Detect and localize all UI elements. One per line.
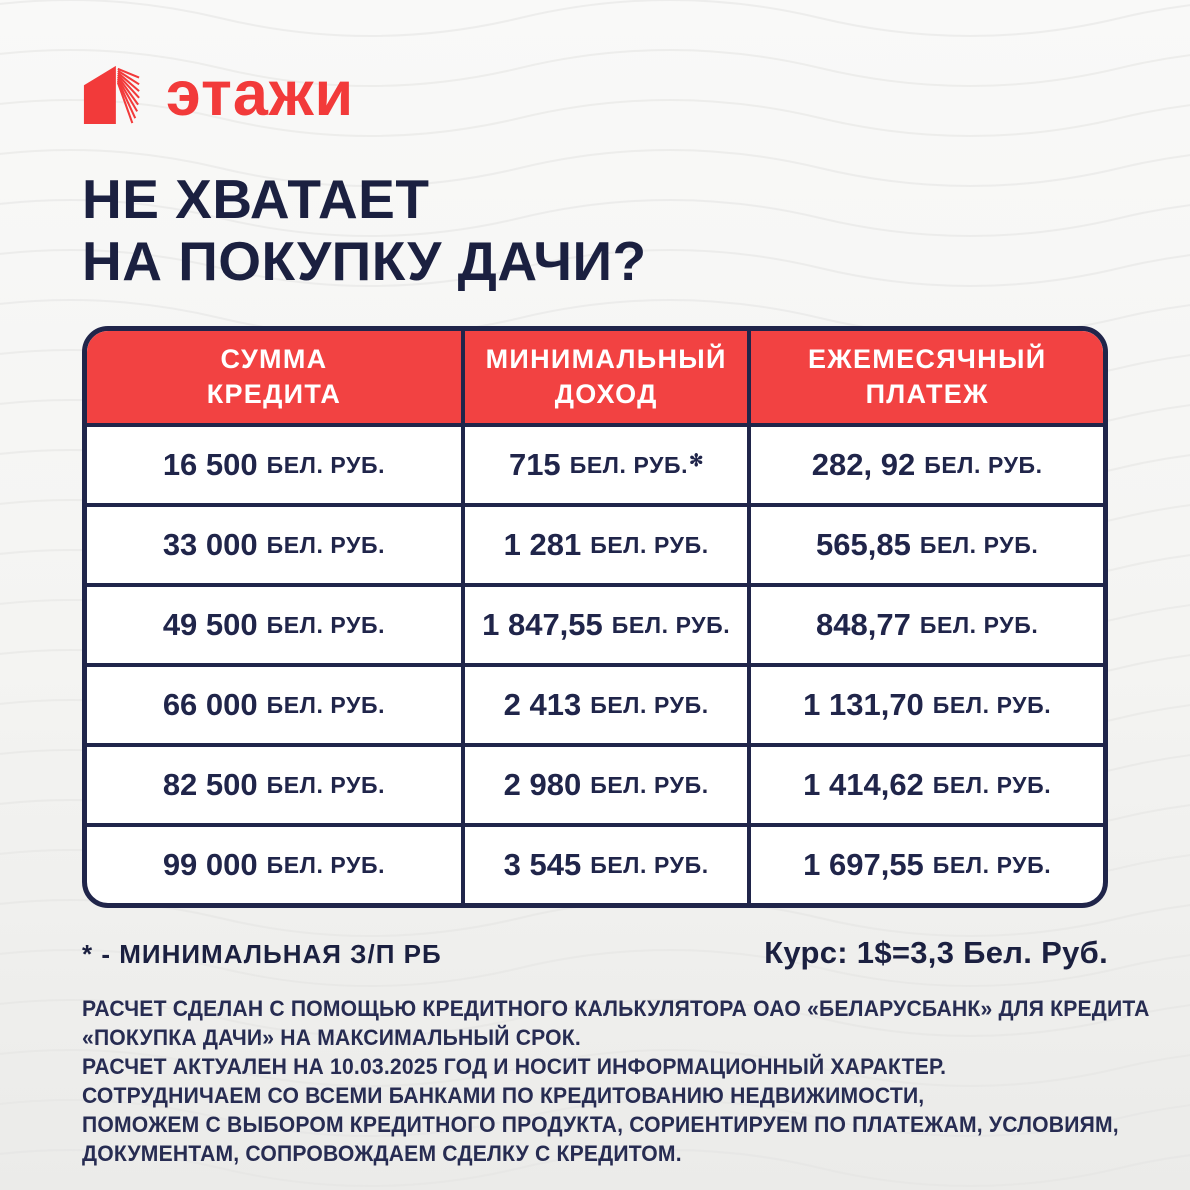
- cell-payment: 282, 92 БЕЛ. РУБ.: [811, 447, 1043, 483]
- header-monthly-payment: ЕЖЕМЕСЯЧНЫЙ ПЛАТЕЖ: [807, 343, 1047, 410]
- cell-credit: 66 000 БЕЛ. РУБ.: [87, 667, 465, 744]
- table-header-row: СУММА КРЕДИТА МИНИМАЛЬНЫЙ ДОХОД ЕЖЕМЕСЯЧ…: [87, 331, 1103, 424]
- cell-income: 3 545 БЕЛ. РУБ.: [465, 827, 752, 904]
- disclaimer-line: РАСЧЕТ СДЕЛАН С ПОМОЩЬЮ КРЕДИТНОГО КАЛЬК…: [82, 996, 1150, 1022]
- cell-credit: 99 000 БЕЛ. РУБ.: [87, 827, 465, 904]
- footnote-min-salary: * - МИНИМАЛЬНАЯ З/П РБ: [82, 939, 442, 970]
- etazhi-logo-building-icon: [83, 65, 140, 124]
- cell-payment: 1 697,55 БЕЛ. РУБ.: [803, 847, 1052, 883]
- cell-credit: 16 500 БЕЛ. РУБ.: [87, 427, 465, 504]
- table-row: 82 500 БЕЛ. РУБ. 2 980 БЕЛ. РУБ. 1 414,62 Б…: [87, 743, 1103, 824]
- cell-income: 715 БЕЛ. РУБ. ✻: [465, 427, 752, 504]
- table-row: 16 500 БЕЛ. РУБ. 715 БЕЛ. РУБ. ✻ 282, 92 БЕЛ…: [87, 423, 1103, 504]
- disclaimer-line: ПОМОЖЕМ С ВЫБОРОМ КРЕДИТНОГО ПРОДУКТА, С…: [82, 1112, 1119, 1138]
- exchange-rate-note: Курс: 1$=3,3 Бел. Руб.: [764, 935, 1108, 971]
- cell-payment: 848,77 БЕЛ. РУБ.: [816, 607, 1039, 643]
- table-row: 33 000 БЕЛ. РУБ. 1 281 БЕЛ. РУБ. 565,85 БЕЛ…: [87, 503, 1103, 584]
- cell-payment: 1 131,70 БЕЛ. РУБ.: [803, 687, 1052, 723]
- disclaimer-line: РАСЧЕТ АКТУАЛЕН НА 10.03.2025 ГОД И НОСИ…: [82, 1054, 947, 1080]
- page-title-line1: НЕ ХВАТАЕТ: [82, 168, 430, 230]
- disclaimer-line: ДОКУМЕНТАМ, СОПРОВОЖДАЕМ СДЕЛКУ С КРЕДИТ…: [82, 1141, 682, 1167]
- page-title-line2: НА ПОКУПКУ ДАЧИ?: [82, 230, 647, 293]
- cell-credit: 82 500 БЕЛ. РУБ.: [87, 747, 465, 824]
- cell-income: 1 847,55 БЕЛ. РУБ.: [465, 587, 752, 664]
- disclaimer-line: «ПОКУПКА ДАЧИ» НА МАКСИМАЛЬНЫЙ СРОК.: [82, 1025, 581, 1051]
- credit-table: СУММА КРЕДИТА МИНИМАЛЬНЫЙ ДОХОД ЕЖЕМЕСЯЧ…: [82, 326, 1108, 909]
- header-credit-sum: СУММА КРЕДИТА: [87, 331, 465, 424]
- page-title: НЕ ХВАТАЕТ НА ПОКУПКУ ДАЧИ?: [82, 168, 1108, 292]
- logo-brand-text: этажи: [166, 58, 355, 129]
- disclaimer-line: СОТРУДНИЧАЕМ СО ВСЕМИ БАНКАМИ ПО КРЕДИТО…: [82, 1083, 925, 1109]
- header-min-income: МИНИМАЛЬНЫЙ ДОХОД: [465, 331, 752, 424]
- cell-payment: 1 414,62 БЕЛ. РУБ.: [803, 767, 1052, 803]
- cell-income: 2 980 БЕЛ. РУБ.: [465, 747, 752, 824]
- cell-payment: 565,85 БЕЛ. РУБ.: [816, 527, 1039, 563]
- table-row: 66 000 БЕЛ. РУБ. 2 413 БЕЛ. РУБ. 1 131,70 Б…: [87, 663, 1103, 744]
- footnotes-row: * - МИНИМАЛЬНАЯ З/П РБ Курс: 1$=3,3 Бел.…: [82, 935, 1108, 971]
- table-row: 49 500 БЕЛ. РУБ. 1 847,55 БЕЛ. РУБ. 848,77…: [87, 583, 1103, 664]
- table-row: 99 000 БЕЛ. РУБ. 3 545 БЕЛ. РУБ. 1 697,55 Б…: [87, 823, 1103, 904]
- content-wrap: этажи НЕ ХВАТАЕТ НА ПОКУПКУ ДАЧИ? СУММА …: [82, 0, 1150, 1168]
- logo: этажи: [82, 0, 1108, 126]
- min-salary-asterisk: ✻: [689, 451, 704, 471]
- cell-credit: 33 000 БЕЛ. РУБ.: [87, 507, 465, 584]
- cell-income: 2 413 БЕЛ. РУБ.: [465, 667, 752, 744]
- cell-credit: 49 500 БЕЛ. РУБ.: [87, 587, 465, 664]
- disclaimer-block: РАСЧЕТ СДЕЛАН С ПОМОЩЬЮ КРЕДИТНОГО КАЛЬК…: [82, 994, 1150, 1168]
- cell-income: 1 281 БЕЛ. РУБ.: [465, 507, 752, 584]
